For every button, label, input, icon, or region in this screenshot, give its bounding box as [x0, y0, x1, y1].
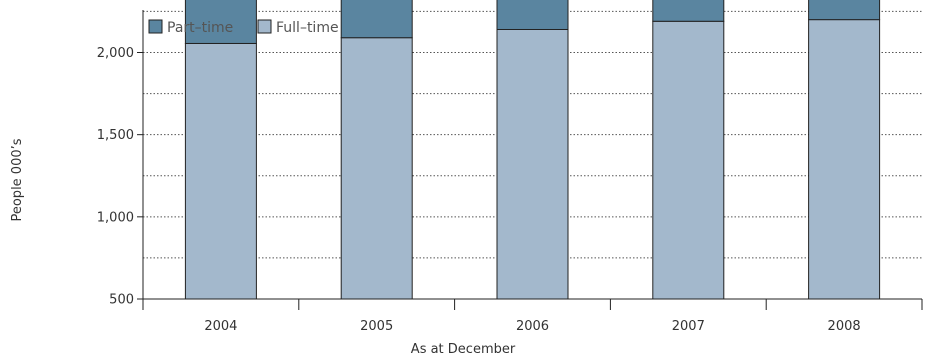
x-tick-label: 2008 — [828, 319, 861, 334]
y-tick-label: 1,500 — [97, 128, 134, 143]
bars — [184, 0, 881, 300]
x-axis-label: As at December — [411, 342, 516, 357]
legend: Part–time Full–time — [148, 19, 339, 36]
bar-full-time-2008 — [808, 19, 881, 300]
y-tick-labels: 500 1,000 1,500 2,000 — [97, 46, 134, 308]
legend-swatch-part-time — [148, 19, 163, 34]
bar-part-time-2007 — [652, 0, 725, 22]
bar-part-time-2004 — [184, 0, 257, 44]
y-axis-label: People 000’s — [10, 138, 25, 221]
x-tick-labels: 2004 2005 2006 2007 2008 — [204, 319, 860, 334]
x-tick-label: 2004 — [204, 319, 237, 334]
bar-part-time-2005 — [340, 0, 413, 39]
bar-full-time-2007 — [652, 20, 725, 300]
x-tick-label: 2005 — [360, 319, 393, 334]
bar-part-time-2008 — [808, 0, 881, 21]
bar-full-time-2006 — [496, 28, 569, 300]
y-tick-label: 2,000 — [97, 46, 134, 61]
legend-label-part-time: Part–time — [167, 20, 233, 36]
y-tick-label: 500 — [109, 293, 134, 308]
axes — [137, 10, 923, 310]
y-tick-label: 1,000 — [97, 210, 134, 225]
bar-part-time-2006 — [496, 0, 569, 30]
x-tick-label: 2006 — [516, 319, 549, 334]
x-tick-label: 2007 — [672, 319, 705, 334]
legend-swatch-full-time — [257, 19, 272, 34]
bar-full-time-2004 — [184, 42, 257, 300]
bar-full-time-2005 — [340, 37, 413, 300]
legend-label-full-time: Full–time — [276, 20, 339, 36]
